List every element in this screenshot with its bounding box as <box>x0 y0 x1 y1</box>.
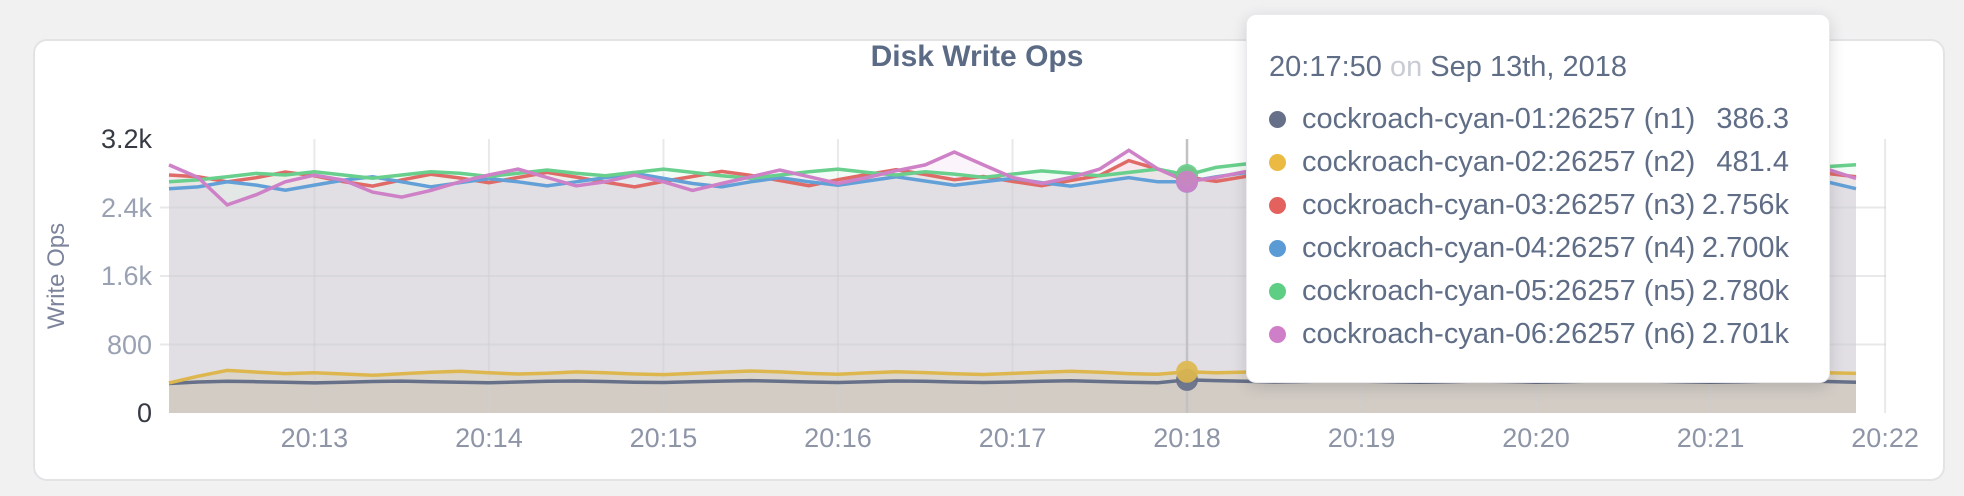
x-tick-label: 20:17 <box>978 423 1047 453</box>
tooltip-series-label: cockroach-cyan-06:26257 (n6) <box>1302 318 1696 350</box>
tooltip-series-value: 2.756k <box>1701 189 1789 221</box>
x-tick-label: 20:15 <box>629 423 698 453</box>
tooltip-series-value: 2.701k <box>1701 318 1789 350</box>
y-tick-label: 0 <box>136 398 152 428</box>
tooltip-header: 20:17:50 on Sep 13th, 2018 <box>1269 51 1789 84</box>
tooltip-series-label: cockroach-cyan-04:26257 (n4) <box>1302 232 1696 264</box>
tooltip-row: cockroach-cyan-01:26257 (n1) 386.3 <box>1269 98 1789 141</box>
x-tick-label: 20:20 <box>1502 423 1570 453</box>
tooltip-series-label: cockroach-cyan-02:26257 (n2) <box>1302 146 1696 178</box>
x-tick-label: 20:21 <box>1676 423 1745 453</box>
tooltip-series-value: 2.700k <box>1701 232 1789 264</box>
tooltip-series-value: 2.780k <box>1701 275 1789 307</box>
tooltip-rows: cockroach-cyan-01:26257 (n1) 386.3 cockroa… <box>1269 98 1789 356</box>
y-tick-label: 3.2k <box>100 124 152 154</box>
tooltip-conjunction: on <box>1389 51 1423 83</box>
tooltip-time: 20:17:50 <box>1269 51 1382 83</box>
tooltip-row: cockroach-cyan-06:26257 (n6) 2.701k <box>1269 313 1789 356</box>
y-tick-label: 2.4k <box>100 192 152 223</box>
series-color-dot-icon <box>1269 240 1286 257</box>
tooltip-row: cockroach-cyan-05:26257 (n5) 2.780k <box>1269 270 1789 313</box>
hover-point-dot <box>1176 170 1198 193</box>
x-tick-label: 20:13 <box>280 423 349 453</box>
tooltip-series-label: cockroach-cyan-05:26257 (n5) <box>1302 275 1696 307</box>
tooltip-series-value: 386.3 <box>1716 103 1789 135</box>
tooltip-row: cockroach-cyan-04:26257 (n4) 2.700k <box>1269 227 1789 270</box>
tooltip-series-value: 481.4 <box>1716 146 1789 178</box>
x-tick-label: 20:16 <box>804 423 872 453</box>
y-tick-label: 1.6k <box>100 261 152 291</box>
series-color-dot-icon <box>1269 283 1286 300</box>
tooltip-series-label: cockroach-cyan-03:26257 (n3) <box>1302 189 1696 221</box>
series-color-dot-icon <box>1269 326 1286 343</box>
tooltip-row: cockroach-cyan-02:26257 (n2) 481.4 <box>1269 141 1789 184</box>
series-color-dot-icon <box>1269 197 1286 214</box>
x-tick-label: 20:22 <box>1851 423 1919 453</box>
tooltip-date: Sep 13th, 2018 <box>1430 51 1628 83</box>
x-tick-label: 20:14 <box>455 423 523 453</box>
series-area <box>169 379 1856 413</box>
hover-tooltip: 20:17:50 on Sep 13th, 2018 cockroach-cya… <box>1246 14 1830 383</box>
tooltip-series-label: cockroach-cyan-01:26257 (n1) <box>1302 103 1696 135</box>
y-tick-label: 800 <box>106 329 152 360</box>
series-color-dot-icon <box>1269 111 1286 128</box>
x-tick-label: 20:18 <box>1153 423 1221 453</box>
series-color-dot-icon <box>1269 154 1286 171</box>
hover-point-dot <box>1176 360 1198 383</box>
tooltip-row: cockroach-cyan-03:26257 (n3) 2.756k <box>1269 184 1789 227</box>
chart-title: Disk Write Ops <box>870 40 1084 73</box>
x-tick-label: 20:19 <box>1327 423 1396 453</box>
